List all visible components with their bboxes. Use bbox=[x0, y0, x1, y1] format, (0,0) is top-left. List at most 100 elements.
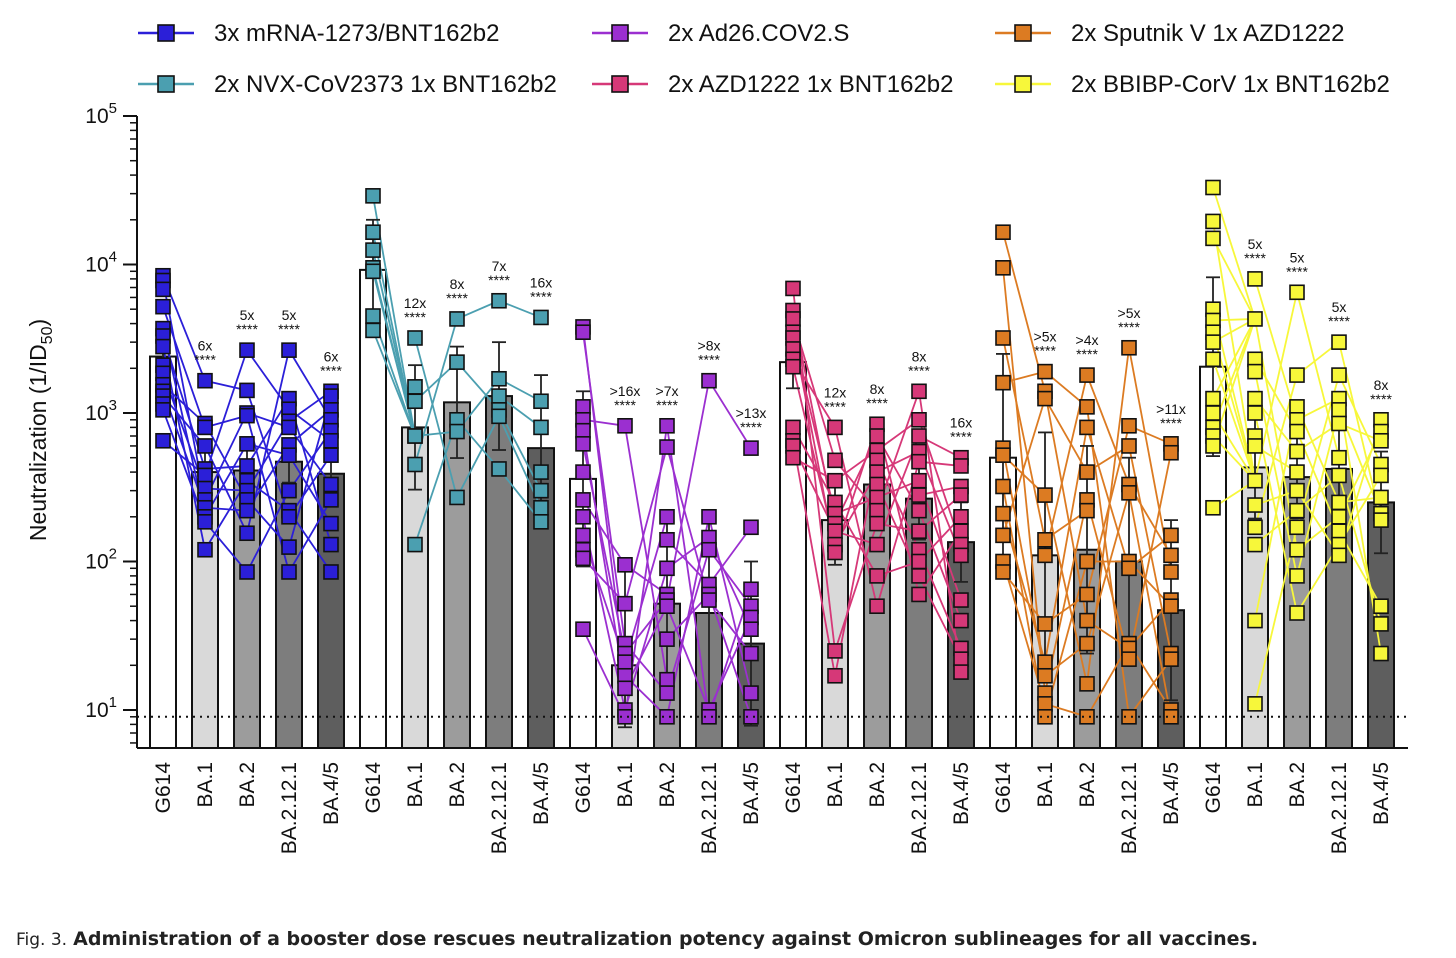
point-2x-ad26-cov2-s-ba-4-5 bbox=[743, 708, 759, 725]
connector-line bbox=[1212, 358, 1256, 482]
significance-label: **** bbox=[1160, 415, 1182, 431]
point-2x-sputnik-v-1x-azd1222-g614 bbox=[995, 224, 1011, 241]
point-2x-ad26-cov2-s-ba-2-12-1 bbox=[701, 372, 717, 389]
point-2x-ad26-cov2-s-ba-2 bbox=[659, 671, 675, 688]
point-2x-ad26-cov2-s-ba-1 bbox=[617, 557, 633, 573]
significance-label: **** bbox=[656, 397, 678, 413]
series-lines bbox=[162, 187, 1382, 718]
point-2x-bbibp-corv-1x-bnt162b2-ba-2 bbox=[1289, 464, 1305, 480]
point-2x-azd1222-1x-bnt162b2-ba-2 bbox=[869, 476, 885, 493]
point-2x-nvx-cov2373-1x-bnt162b2-ba-4-5 bbox=[533, 464, 549, 480]
significance-label: **** bbox=[1286, 263, 1308, 279]
point-2x-ad26-cov2-s-g614 bbox=[575, 324, 591, 341]
point-2x-bbibp-corv-1x-bnt162b2-g614 bbox=[1205, 390, 1221, 407]
fold-change-label: 5x bbox=[1248, 236, 1263, 252]
point-2x-azd1222-1x-bnt162b2-ba-2 bbox=[869, 536, 885, 553]
point-2x-azd1222-1x-bnt162b2-ba-2 bbox=[869, 568, 885, 584]
connector-line bbox=[288, 426, 332, 486]
fold-change-label: >16x bbox=[610, 383, 641, 399]
point-3x-mrna-1273-bnt162b2-ba-2 bbox=[239, 502, 255, 519]
point-2x-bbibp-corv-1x-bnt162b2-ba-1 bbox=[1247, 472, 1263, 489]
significance-label: **** bbox=[1076, 346, 1098, 362]
point-2x-nvx-cov2373-1x-bnt162b2-ba-2-12-1 bbox=[491, 370, 507, 387]
point-2x-ad26-cov2-s-ba-4-5 bbox=[743, 685, 759, 701]
point-2x-ad26-cov2-s-ba-2 bbox=[659, 598, 675, 615]
point-2x-sputnik-v-1x-azd1222-ba-2 bbox=[1079, 367, 1095, 383]
point-2x-azd1222-1x-bnt162b2-ba-2 bbox=[869, 489, 885, 506]
fold-change-label: 16x bbox=[950, 415, 973, 431]
point-2x-nvx-cov2373-1x-bnt162b2-ba-4-5 bbox=[533, 309, 549, 326]
x-tick-label: BA.2.12.1 bbox=[908, 762, 931, 854]
point-2x-bbibp-corv-1x-bnt162b2-ba-2 bbox=[1289, 284, 1305, 301]
point-2x-azd1222-1x-bnt162b2-ba-4-5 bbox=[953, 487, 969, 503]
point-2x-bbibp-corv-1x-bnt162b2-ba-1 bbox=[1247, 271, 1263, 287]
point-2x-sputnik-v-1x-azd1222-ba-4-5 bbox=[1163, 598, 1179, 615]
legend-marker bbox=[611, 24, 629, 42]
point-2x-sputnik-v-1x-azd1222-ba-2-12-1 bbox=[1121, 339, 1137, 356]
connector-line bbox=[1044, 398, 1088, 473]
point-2x-bbibp-corv-1x-bnt162b2-ba-2 bbox=[1289, 605, 1305, 621]
point-2x-bbibp-corv-1x-bnt162b2-ba-1 bbox=[1247, 438, 1263, 454]
x-tick-label: BA.2.12.1 bbox=[1328, 762, 1351, 854]
y-tick-label: 104 bbox=[85, 249, 117, 277]
fold-change-label: >5x bbox=[1034, 329, 1057, 345]
point-3x-mrna-1273-bnt162b2-ba-4-5 bbox=[323, 515, 339, 532]
point-2x-sputnik-v-1x-azd1222-ba-4-5 bbox=[1163, 527, 1179, 544]
x-tick-label: BA.1 bbox=[194, 762, 217, 808]
caption-text: Administration of a booster dose rescues… bbox=[73, 928, 1259, 950]
x-tick-label: BA.4/5 bbox=[530, 762, 553, 825]
connector-line bbox=[1002, 571, 1046, 625]
point-2x-sputnik-v-1x-azd1222-ba-1 bbox=[1037, 654, 1053, 670]
point-2x-sputnik-v-1x-azd1222-g614 bbox=[995, 330, 1011, 346]
x-tick-label: BA.2 bbox=[1286, 762, 1309, 808]
x-tick-label: BA.2.12.1 bbox=[488, 762, 511, 854]
point-2x-bbibp-corv-1x-bnt162b2-ba-2 bbox=[1289, 423, 1305, 440]
point-2x-nvx-cov2373-1x-bnt162b2-ba-4-5 bbox=[533, 419, 549, 436]
point-3x-mrna-1273-bnt162b2-g614 bbox=[155, 402, 171, 418]
point-3x-mrna-1273-bnt162b2-ba-2 bbox=[239, 382, 255, 399]
point-2x-ad26-cov2-s-ba-2 bbox=[659, 508, 675, 525]
significance-label: **** bbox=[698, 352, 720, 368]
connector-line bbox=[1086, 499, 1130, 660]
fold-change-label: 8x bbox=[870, 381, 885, 397]
point-3x-mrna-1273-bnt162b2-ba-2-12-1 bbox=[281, 564, 297, 580]
point-2x-azd1222-1x-bnt162b2-ba-2 bbox=[869, 428, 885, 444]
point-3x-mrna-1273-bnt162b2-ba-2 bbox=[239, 436, 255, 452]
point-2x-ad26-cov2-s-ba-1 bbox=[617, 680, 633, 697]
x-tick-label: BA.4/5 bbox=[740, 762, 763, 825]
point-2x-bbibp-corv-1x-bnt162b2-g614 bbox=[1205, 334, 1221, 350]
point-3x-mrna-1273-bnt162b2-g614 bbox=[155, 432, 171, 449]
point-2x-bbibp-corv-1x-bnt162b2-ba-2-12-1 bbox=[1331, 449, 1347, 466]
significance-label: **** bbox=[236, 321, 258, 337]
point-3x-mrna-1273-bnt162b2-ba-1 bbox=[197, 541, 213, 558]
point-2x-azd1222-1x-bnt162b2-ba-4-5 bbox=[953, 458, 969, 474]
point-2x-nvx-cov2373-1x-bnt162b2-ba-1 bbox=[407, 428, 423, 444]
point-2x-bbibp-corv-1x-bnt162b2-ba-2-12-1 bbox=[1331, 508, 1347, 525]
point-2x-bbibp-corv-1x-bnt162b2-ba-4-5 bbox=[1373, 645, 1389, 662]
fold-change-label: 5x bbox=[282, 307, 297, 323]
point-2x-ad26-cov2-s-ba-4-5 bbox=[743, 440, 759, 456]
point-2x-bbibp-corv-1x-bnt162b2-ba-1 bbox=[1247, 497, 1263, 513]
point-2x-nvx-cov2373-1x-bnt162b2-g614 bbox=[365, 308, 381, 324]
y-tick-label: 105 bbox=[85, 100, 117, 128]
point-2x-sputnik-v-1x-azd1222-g614 bbox=[995, 374, 1011, 391]
point-2x-bbibp-corv-1x-bnt162b2-ba-2 bbox=[1289, 482, 1305, 499]
point-2x-azd1222-1x-bnt162b2-ba-4-5 bbox=[953, 612, 969, 629]
point-3x-mrna-1273-bnt162b2-ba-1 bbox=[197, 372, 213, 389]
point-2x-ad26-cov2-s-ba-2 bbox=[659, 631, 675, 647]
point-2x-sputnik-v-1x-azd1222-ba-2 bbox=[1079, 553, 1095, 570]
point-2x-ad26-cov2-s-g614 bbox=[575, 436, 591, 452]
point-2x-ad26-cov2-s-ba-2-12-1 bbox=[701, 592, 717, 608]
point-2x-bbibp-corv-1x-bnt162b2-ba-4-5 bbox=[1373, 616, 1389, 632]
point-2x-azd1222-1x-bnt162b2-ba-1 bbox=[827, 472, 843, 489]
point-2x-azd1222-1x-bnt162b2-ba-2-12-1 bbox=[911, 553, 927, 570]
point-2x-bbibp-corv-1x-bnt162b2-ba-4-5 bbox=[1373, 467, 1389, 484]
point-2x-azd1222-1x-bnt162b2-ba-2-12-1 bbox=[911, 568, 927, 584]
point-2x-sputnik-v-1x-azd1222-ba-2-12-1 bbox=[1121, 651, 1137, 667]
significance-label: **** bbox=[278, 321, 300, 337]
point-2x-nvx-cov2373-1x-bnt162b2-ba-1 bbox=[407, 393, 423, 410]
point-2x-sputnik-v-1x-azd1222-ba-2 bbox=[1079, 464, 1095, 480]
connector-line bbox=[1128, 658, 1172, 718]
point-2x-sputnik-v-1x-azd1222-g614 bbox=[995, 527, 1011, 544]
point-2x-ad26-cov2-s-ba-2 bbox=[659, 417, 675, 434]
